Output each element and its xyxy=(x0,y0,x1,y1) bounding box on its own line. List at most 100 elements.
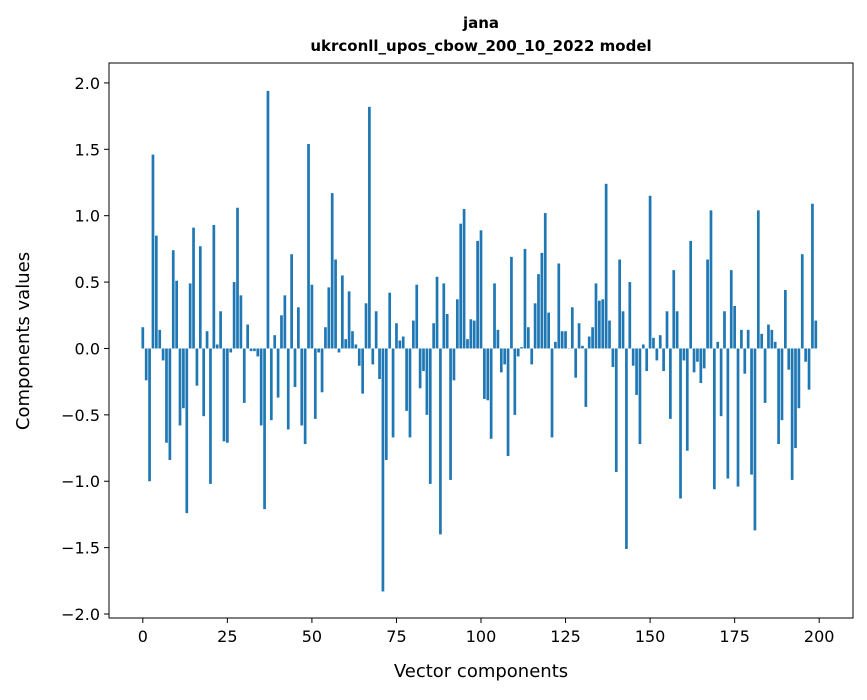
bar xyxy=(409,348,412,437)
bar xyxy=(598,301,601,349)
bar xyxy=(273,335,276,348)
bar xyxy=(375,311,378,348)
bar xyxy=(784,290,787,348)
bar xyxy=(635,348,638,394)
bar xyxy=(426,348,429,414)
bar xyxy=(456,299,459,348)
bar xyxy=(534,303,537,348)
bar xyxy=(659,335,662,348)
x-tick-label: 0 xyxy=(138,627,148,646)
bar xyxy=(202,348,205,416)
bar xyxy=(324,327,327,348)
bar xyxy=(794,348,797,448)
bar xyxy=(713,348,716,489)
bar xyxy=(652,338,655,349)
bar xyxy=(314,348,317,418)
bar xyxy=(561,331,564,348)
bar xyxy=(358,348,361,365)
bar xyxy=(480,230,483,348)
bar xyxy=(632,348,635,365)
bar xyxy=(656,348,659,360)
bar xyxy=(547,313,550,349)
bar xyxy=(730,270,733,348)
y-tick-label: 2.0 xyxy=(75,74,100,93)
bar xyxy=(162,348,165,360)
bar xyxy=(551,348,554,437)
bar xyxy=(158,330,161,349)
bar xyxy=(415,285,418,349)
x-tick-label: 200 xyxy=(804,627,835,646)
bar xyxy=(804,348,807,361)
y-tick-label: −1.0 xyxy=(61,472,100,491)
bar xyxy=(787,348,790,369)
bar xyxy=(639,348,642,444)
bar xyxy=(625,348,628,548)
bar xyxy=(172,250,175,348)
bar xyxy=(327,287,330,348)
bars xyxy=(141,91,817,592)
bar xyxy=(808,348,811,389)
bar xyxy=(402,337,405,349)
bar xyxy=(679,348,682,498)
bar xyxy=(250,348,253,351)
bar xyxy=(574,348,577,377)
bar xyxy=(476,241,479,349)
bar xyxy=(361,348,364,393)
bar xyxy=(740,330,743,349)
bar xyxy=(233,282,236,348)
bar xyxy=(530,348,533,364)
bar xyxy=(141,327,144,348)
bar xyxy=(689,241,692,349)
bar xyxy=(280,315,283,348)
bar xyxy=(662,348,665,371)
bar xyxy=(710,210,713,348)
bar xyxy=(317,348,320,352)
bar xyxy=(196,348,199,385)
bar xyxy=(219,311,222,348)
bar xyxy=(781,348,784,420)
bar xyxy=(601,299,604,348)
bar xyxy=(774,342,777,349)
bar xyxy=(212,225,215,348)
bar xyxy=(371,348,374,364)
bar xyxy=(223,348,226,441)
bar xyxy=(801,254,804,348)
bar xyxy=(642,344,645,348)
bar xyxy=(696,348,699,361)
bar xyxy=(517,348,520,356)
x-tick-label: 25 xyxy=(217,627,237,646)
bar xyxy=(524,249,527,349)
bar xyxy=(290,254,293,348)
bar xyxy=(260,348,263,425)
bar xyxy=(277,348,280,397)
bar xyxy=(527,327,530,348)
bar xyxy=(331,193,334,348)
bar xyxy=(405,348,408,410)
bar xyxy=(267,91,270,349)
bar xyxy=(591,327,594,348)
bar xyxy=(727,348,730,478)
bar xyxy=(500,348,503,372)
bar xyxy=(544,213,547,348)
bar xyxy=(453,348,456,380)
bar xyxy=(513,348,516,414)
x-tick-label: 100 xyxy=(466,627,497,646)
bar xyxy=(152,155,155,349)
y-tick-label: −2.0 xyxy=(61,605,100,624)
bar xyxy=(466,339,469,348)
bar xyxy=(686,348,689,450)
bar xyxy=(473,321,476,349)
bar xyxy=(615,348,618,471)
bar xyxy=(155,236,158,349)
bar xyxy=(595,283,598,348)
bar xyxy=(493,283,496,348)
bar xyxy=(733,306,736,348)
bar xyxy=(185,348,188,513)
bar xyxy=(470,319,473,348)
bar xyxy=(145,348,148,380)
bar xyxy=(588,337,591,349)
bar xyxy=(554,342,557,349)
bar xyxy=(747,330,750,349)
bar xyxy=(246,325,249,349)
